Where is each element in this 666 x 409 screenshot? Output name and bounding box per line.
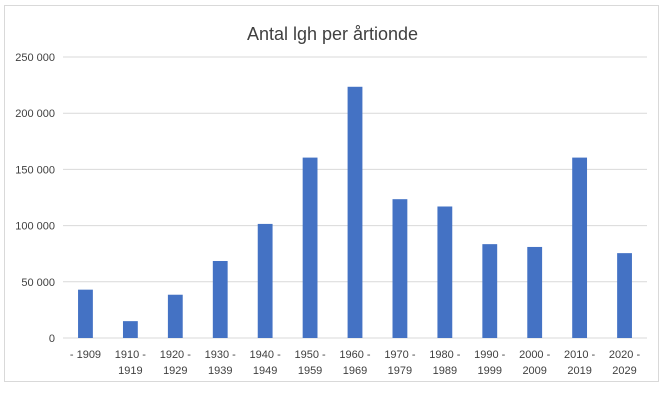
x-tick-label: 2010 -2019 (564, 349, 596, 377)
bar (392, 199, 408, 338)
chart-title: Antal lgh per årtionde (246, 24, 419, 44)
x-tick-label: 1910 -1919 (115, 349, 147, 377)
bar (572, 157, 588, 338)
x-tick-label: 1940 -1949 (250, 349, 282, 377)
bar (437, 206, 453, 338)
bar (302, 157, 318, 338)
y-tick-label: 200 000 (15, 108, 55, 120)
bar (212, 261, 228, 338)
chart-container: Antal lgh per årtionde 0 50 000 100 000 150… (4, 5, 659, 382)
x-tick-label: 2020 -2029 (609, 349, 641, 377)
bar (347, 86, 363, 338)
y-tick-label: 0 (49, 333, 55, 345)
bar-chart: 0 50 000 100 000 150 000 200 000 250 000 - 19… (15, 52, 647, 377)
x-tick-label: 1970 -1979 (384, 349, 416, 377)
bar (122, 321, 138, 338)
y-axis-ticks: 0 50 000 100 000 150 000 200 000 250 000 (15, 52, 55, 345)
bar (482, 244, 498, 338)
x-tick-label: 1920 -1929 (160, 349, 192, 377)
bar (527, 246, 543, 338)
x-tick-label: - 1909 (70, 349, 101, 361)
x-tick-label: 2000 -2009 (519, 349, 551, 377)
x-tick-label: 1950 -1959 (294, 349, 326, 377)
x-axis-ticks: - 1909 1910 -1919 1920 -1929 1930 -1939 1940… (70, 349, 641, 377)
bar (257, 223, 273, 338)
x-tick-label: 1960 -1969 (339, 349, 371, 377)
y-tick-label: 50 000 (21, 277, 55, 289)
x-tick-label: 1930 -1939 (205, 349, 237, 377)
bar (617, 253, 632, 338)
bar (167, 294, 183, 338)
y-tick-label: 150 000 (15, 164, 55, 176)
bar (78, 289, 93, 338)
x-tick-label: 1980 -1989 (429, 349, 461, 377)
y-tick-label: 250 000 (15, 52, 55, 64)
bars (78, 86, 632, 338)
y-tick-label: 100 000 (15, 221, 55, 233)
x-tick-label: 1990 -1999 (474, 349, 506, 377)
